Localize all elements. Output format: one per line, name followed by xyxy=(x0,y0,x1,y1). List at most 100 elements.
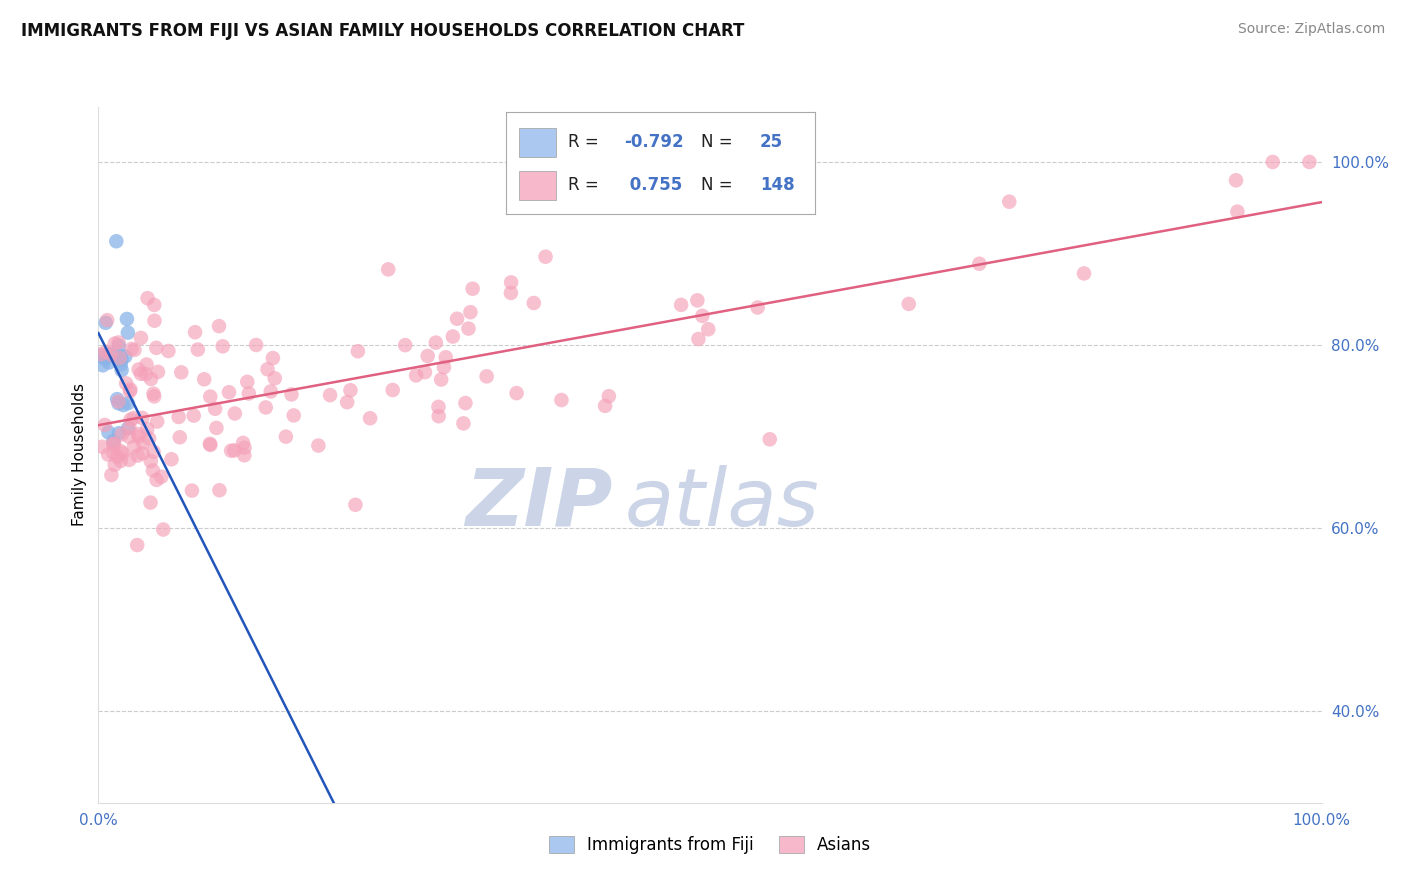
Point xyxy=(219,443,242,458)
Point xyxy=(145,473,167,487)
Point xyxy=(218,385,240,400)
Point xyxy=(152,523,174,537)
Point xyxy=(142,445,165,459)
Point xyxy=(758,432,780,446)
Point xyxy=(110,349,132,363)
Point xyxy=(160,452,183,467)
Point xyxy=(336,395,359,409)
Text: 148: 148 xyxy=(759,177,794,194)
Point xyxy=(501,276,523,290)
Point xyxy=(100,347,122,361)
Point xyxy=(122,440,145,454)
Point xyxy=(283,409,305,423)
Point xyxy=(425,335,447,350)
Point xyxy=(115,376,138,391)
Point xyxy=(260,384,283,399)
Point xyxy=(394,338,416,352)
Point xyxy=(446,311,468,326)
Point xyxy=(688,332,710,346)
Point xyxy=(117,326,139,340)
Point xyxy=(127,429,149,443)
Point xyxy=(236,375,259,389)
Point xyxy=(143,314,166,328)
Point xyxy=(211,339,233,353)
Point xyxy=(181,483,204,498)
Point xyxy=(233,448,256,462)
Point xyxy=(434,351,457,365)
Point xyxy=(124,343,146,357)
Point xyxy=(523,296,546,310)
Point xyxy=(256,362,278,376)
Point xyxy=(356,873,378,888)
Point xyxy=(118,453,141,467)
Point xyxy=(307,438,329,452)
Point xyxy=(108,353,131,368)
Point xyxy=(499,285,522,300)
Point xyxy=(103,437,125,451)
Point xyxy=(339,384,361,398)
Point xyxy=(98,347,121,361)
Point xyxy=(692,309,714,323)
Point xyxy=(187,343,209,357)
Point xyxy=(224,407,246,421)
Point xyxy=(157,344,180,359)
Point xyxy=(114,350,136,364)
Point xyxy=(427,409,450,424)
Point xyxy=(131,446,153,460)
Point xyxy=(232,436,254,450)
Point xyxy=(107,396,129,410)
Point xyxy=(747,301,769,315)
Point xyxy=(117,421,139,435)
Point xyxy=(112,398,135,412)
Y-axis label: Family Households: Family Households xyxy=(72,384,87,526)
Point xyxy=(998,194,1021,209)
Point xyxy=(103,434,125,449)
Point xyxy=(111,352,134,367)
Point xyxy=(135,368,157,382)
Point xyxy=(200,438,222,452)
Point xyxy=(381,383,404,397)
Point xyxy=(139,495,162,509)
Point xyxy=(453,417,475,431)
Point xyxy=(120,383,142,397)
Point xyxy=(146,365,169,379)
Point xyxy=(198,437,221,451)
Point xyxy=(150,470,173,484)
Point xyxy=(143,389,166,403)
Point xyxy=(413,365,436,379)
Point xyxy=(475,369,498,384)
Point xyxy=(377,262,399,277)
Point xyxy=(430,372,453,386)
Point xyxy=(263,371,285,385)
Point xyxy=(97,425,120,440)
Point xyxy=(427,400,450,414)
Point xyxy=(359,411,381,425)
Point xyxy=(1261,155,1284,169)
Point xyxy=(96,313,118,327)
Point xyxy=(233,441,256,455)
Point xyxy=(169,430,191,444)
Point xyxy=(127,449,149,463)
Point xyxy=(598,389,620,403)
Point xyxy=(122,411,145,425)
Point xyxy=(274,430,297,444)
Point xyxy=(138,432,160,446)
Point xyxy=(669,298,692,312)
Point xyxy=(139,372,162,386)
Point xyxy=(97,355,120,369)
Point xyxy=(90,347,112,361)
Text: R =: R = xyxy=(568,133,605,152)
Point xyxy=(146,415,169,429)
Point xyxy=(441,329,464,343)
Point xyxy=(121,342,143,356)
Point xyxy=(108,351,131,365)
Point xyxy=(433,360,456,375)
Point xyxy=(135,358,157,372)
Point xyxy=(1226,204,1249,219)
Point xyxy=(89,349,111,363)
Point xyxy=(120,413,142,427)
Point xyxy=(534,250,557,264)
Point xyxy=(132,436,155,450)
Point xyxy=(127,538,149,552)
Point xyxy=(184,325,207,339)
